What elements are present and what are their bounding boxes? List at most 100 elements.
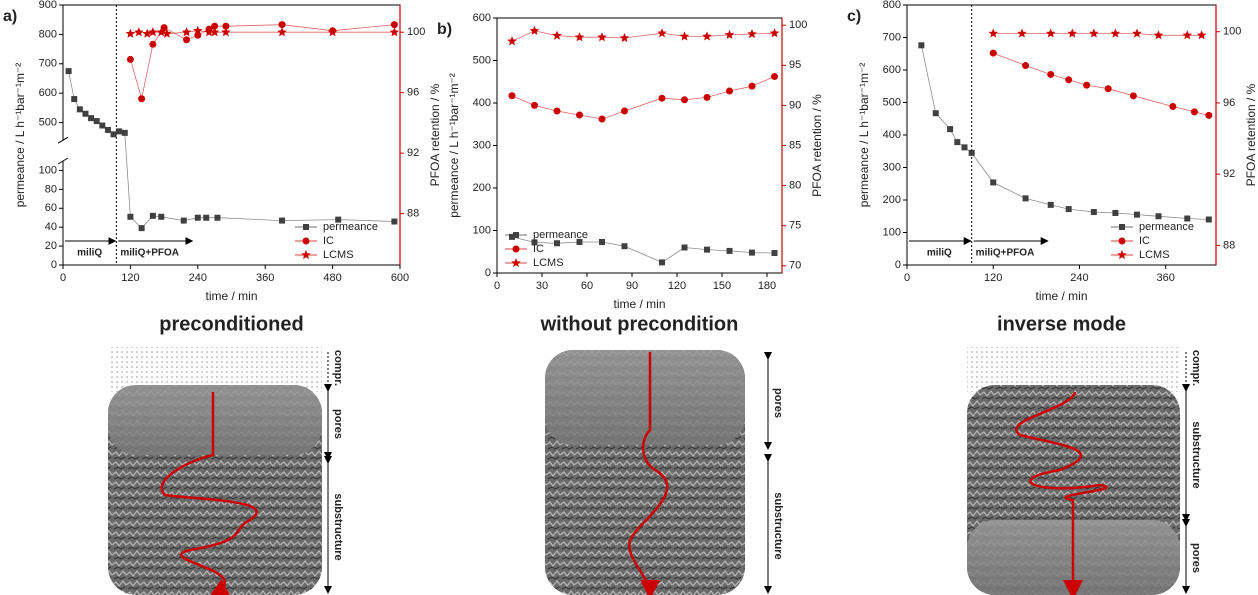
marker (134, 27, 144, 37)
marker (747, 29, 757, 39)
legend-marker (511, 258, 521, 267)
marker (954, 139, 961, 146)
marker (507, 36, 517, 46)
marker (148, 27, 158, 37)
panel-label: b) (437, 21, 452, 38)
marker (1182, 30, 1192, 40)
series-line (993, 33, 1202, 36)
y-tick-label: 600 (473, 12, 491, 24)
marker (553, 107, 561, 115)
marker (574, 32, 585, 42)
layer-label: pores (772, 388, 784, 418)
marker (127, 213, 134, 220)
marker (1083, 81, 1091, 89)
marker (918, 42, 925, 49)
legend-label: LCMS (323, 249, 354, 261)
marker (138, 225, 145, 232)
marker (621, 107, 628, 115)
x-tick-label: 360 (256, 272, 274, 284)
y-tick-label: 20 (45, 240, 57, 252)
y-tick-label: 700 (883, 31, 901, 43)
y-tick-label: 100 (473, 224, 491, 236)
y2-tick-label: 100 (407, 26, 425, 38)
marker (576, 111, 583, 119)
marker (681, 96, 688, 104)
x-tick-label: 120 (668, 280, 686, 292)
y-tick-label: 100 (883, 226, 901, 238)
y-tick-label: 0 (51, 259, 57, 271)
x-axis-label: time / min (205, 289, 257, 303)
marker (1017, 28, 1027, 38)
marker (598, 115, 606, 123)
legend-label: permeance (1139, 221, 1194, 233)
axis-break (57, 136, 69, 144)
marker (1065, 206, 1072, 213)
x-tick-label: 600 (391, 272, 409, 284)
legend-label: LCMS (533, 257, 564, 269)
y-tick-label: 700 (39, 58, 57, 70)
marker (209, 27, 220, 37)
y-tick-label: 500 (39, 116, 57, 128)
y2-tick-label: 80 (789, 180, 801, 192)
layer-label: pores (332, 409, 344, 439)
series-line (921, 45, 1209, 220)
marker (180, 217, 187, 224)
marker (221, 27, 231, 37)
caption: without precondition (540, 313, 739, 335)
marker (181, 27, 192, 37)
marker (1196, 30, 1207, 40)
x-tick-label: 30 (536, 280, 548, 292)
axis-break (59, 140, 67, 161)
x-tick-label: 0 (60, 272, 66, 284)
y-tick-label: 40 (45, 221, 57, 233)
marker (203, 214, 210, 221)
marker (93, 118, 100, 125)
marker (76, 106, 83, 113)
y-tick-label: 900 (39, 0, 57, 11)
marker (71, 96, 78, 103)
y-tick-label: 400 (883, 129, 901, 141)
annotation: miliQ (927, 248, 952, 259)
marker (531, 101, 538, 109)
series-line (511, 76, 775, 120)
x-tick-label: 480 (323, 272, 341, 284)
marker (968, 149, 975, 156)
marker (702, 31, 712, 41)
marker (1104, 85, 1112, 93)
marker (1112, 210, 1119, 216)
legend-marker (512, 245, 520, 253)
y2-axis-label: PFOA retention / % (1244, 83, 1258, 186)
marker (509, 233, 515, 240)
marker (679, 31, 690, 41)
marker (1169, 103, 1177, 111)
marker (703, 93, 711, 101)
series-line (68, 71, 395, 229)
y2-tick-label: 100 (1223, 26, 1241, 38)
marker (204, 27, 214, 37)
marker (1022, 195, 1029, 202)
marker (726, 247, 733, 254)
marker (554, 240, 560, 247)
x-tick-label: 60 (581, 280, 593, 292)
image-c: compr. substructure pores (967, 347, 1202, 595)
x-tick-label: 120 (984, 272, 1002, 284)
y2-tick-label: 75 (789, 220, 801, 232)
y-tick-label: 80 (45, 183, 57, 195)
marker (1067, 28, 1077, 38)
marker (126, 55, 134, 63)
marker (552, 30, 562, 40)
x-axis-label: time / min (613, 297, 665, 311)
y-tick-label: 200 (473, 182, 491, 194)
caption: preconditioned (159, 313, 303, 335)
marker (389, 27, 400, 37)
marker (156, 27, 166, 37)
y-tick-label: 300 (883, 161, 901, 173)
y-tick-label: 400 (473, 97, 491, 109)
marker (508, 92, 516, 100)
marker (104, 126, 111, 133)
panel-label: c) (847, 8, 861, 25)
y2-tick-label: 92 (1223, 168, 1235, 180)
y-tick-label: 60 (45, 202, 57, 214)
layer-label: substructure (332, 493, 344, 560)
